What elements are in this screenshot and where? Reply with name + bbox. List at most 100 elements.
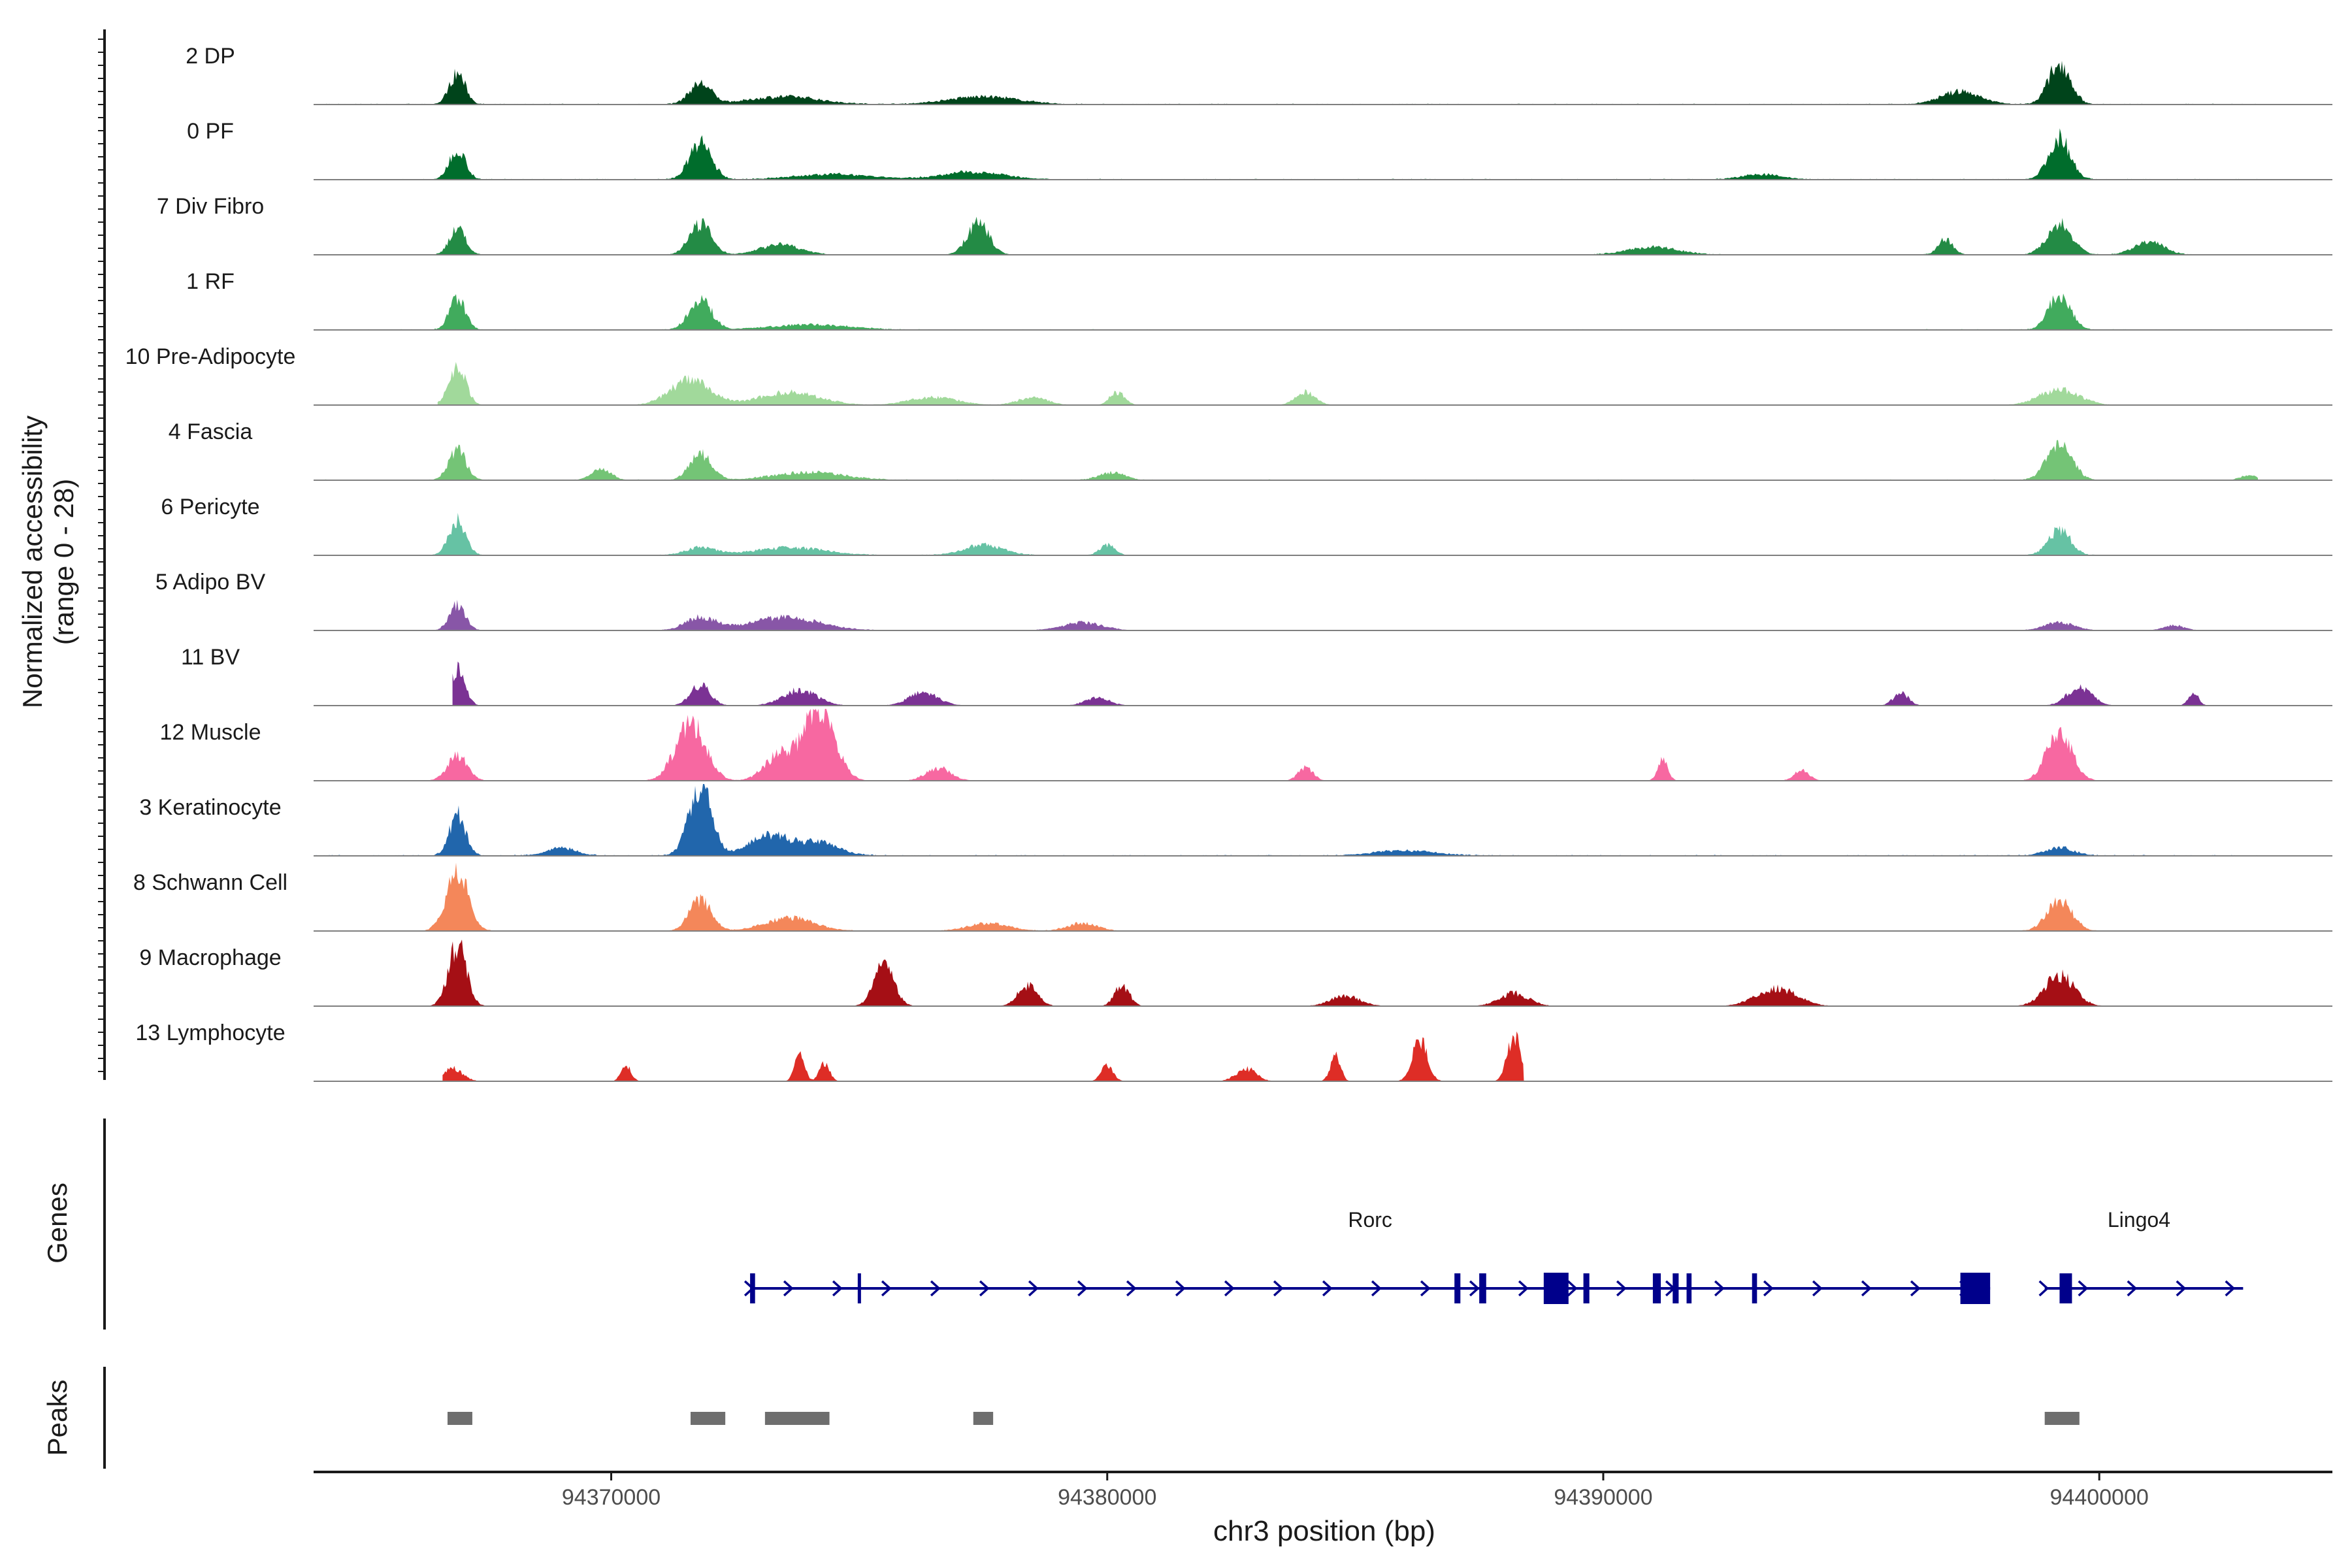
- strand-arrow: [1371, 1280, 1382, 1297]
- coverage-area: [314, 293, 2259, 330]
- coverage-area: [452, 661, 2248, 706]
- track-label: 4 Fascia: [169, 419, 253, 444]
- y-axis-range-label: (range 0 - 28): [48, 479, 79, 645]
- strand-arrow: [1763, 1280, 1774, 1297]
- track: 0 PF: [187, 119, 2332, 180]
- strand-arrow: [1028, 1280, 1039, 1297]
- gene-exon: [2059, 1273, 2072, 1303]
- strand-arrow: [1322, 1280, 1333, 1297]
- coverage-area: [314, 61, 2259, 105]
- track: 12 Muscle: [160, 709, 2332, 781]
- track-label: 10 Pre-Adipocyte: [125, 344, 296, 369]
- coverage-area: [437, 362, 2209, 405]
- track-label: 2 DP: [186, 44, 235, 69]
- gene-exon: [1686, 1273, 1692, 1303]
- track-label: 11 BV: [181, 645, 240, 670]
- strand-arrow: [1175, 1280, 1186, 1297]
- track-label: 13 Lymphocyte: [135, 1021, 285, 1045]
- accessibility-y-axis: [98, 29, 106, 1080]
- track: 7 Div Fibro: [157, 194, 2332, 255]
- gene-exon: [750, 1273, 755, 1303]
- peak-region: [2044, 1412, 2080, 1425]
- strand-arrow: [2127, 1280, 2138, 1297]
- strand-arrow: [1077, 1280, 1088, 1297]
- strand-arrow: [1812, 1280, 1823, 1297]
- gene-exon: [1673, 1273, 1679, 1303]
- track-label: 12 Muscle: [160, 720, 261, 745]
- track-label: 3 Keratinocyte: [139, 795, 281, 820]
- gene-annotation-track: Rorc Lingo4: [103, 1119, 2244, 1330]
- strand-arrow: [2225, 1280, 2236, 1297]
- strand-arrow: [1616, 1280, 1627, 1297]
- genomic-x-axis: 94370000 94380000 94390000 94400000: [314, 1471, 2332, 1510]
- strand-arrow: [930, 1280, 941, 1297]
- track-label: 9 Macrophage: [139, 945, 281, 970]
- gene-model: Lingo4: [2038, 1208, 2244, 1303]
- x-tick-label: 94390000: [1554, 1485, 1652, 1510]
- peak-regions-track: [103, 1367, 2080, 1469]
- coverage-area: [402, 216, 2259, 255]
- track: 4 Fascia: [169, 419, 2332, 481]
- peak-region: [973, 1412, 994, 1425]
- coverage-area: [314, 440, 2259, 480]
- coverage-area: [314, 784, 2259, 856]
- track: 5 Adipo BV: [155, 570, 2332, 631]
- strand-arrow: [881, 1280, 892, 1297]
- track: 3 Keratinocyte: [139, 784, 2332, 857]
- strand-arrow: [783, 1280, 794, 1297]
- coverage-area: [402, 128, 2259, 180]
- gene-exon: [1454, 1273, 1461, 1303]
- strand-arrow: [2038, 1280, 2050, 1297]
- track: 11 BV: [181, 645, 2332, 706]
- track-label: 6 Pericyte: [161, 495, 259, 519]
- gene-exon: [1583, 1273, 1590, 1303]
- track: 6 Pericyte: [161, 495, 2332, 556]
- track-label: 7 Div Fibro: [157, 194, 264, 219]
- peak-region: [691, 1412, 726, 1425]
- gene-exon: [1479, 1273, 1486, 1303]
- track-label: 1 RF: [186, 269, 235, 294]
- track-label: 0 PF: [187, 119, 234, 144]
- peak-region: [764, 1412, 830, 1425]
- track: 8 Schwann Cell: [133, 862, 2332, 932]
- track: 1 RF: [186, 269, 2332, 331]
- x-tick-label: 94380000: [1058, 1485, 1156, 1510]
- x-tick-label: 94370000: [562, 1485, 661, 1510]
- strand-arrow: [1273, 1280, 1284, 1297]
- strand-arrow: [1469, 1280, 1480, 1297]
- strand-arrow: [1567, 1280, 1578, 1297]
- strand-arrow: [1861, 1280, 1872, 1297]
- strand-arrow: [1126, 1280, 1137, 1297]
- track: 13 Lymphocyte: [135, 1021, 2332, 1082]
- coverage-area: [412, 600, 2259, 630]
- strand-arrow: [832, 1280, 843, 1297]
- gene-name-label: Rorc: [1348, 1208, 1392, 1232]
- peak-region: [447, 1412, 472, 1425]
- strand-arrow: [1518, 1280, 1529, 1297]
- strand-arrow: [2078, 1280, 2089, 1297]
- strand-arrow: [1714, 1280, 1725, 1297]
- gene-exon: [1752, 1273, 1757, 1303]
- track: 2 DP: [186, 44, 2332, 105]
- peaks-axis-label: Peaks: [42, 1380, 73, 1456]
- track: 10 Pre-Adipocyte: [125, 344, 2332, 406]
- accessibility-tracks: 2 DP 0 PF 7 Div Fibro 1 RF 10 Pre-Adipocyte 4…: [125, 44, 2332, 1082]
- x-axis-label: chr3 position (bp): [1213, 1515, 1435, 1547]
- gene-exon: [1543, 1273, 1569, 1304]
- coverage-area: [442, 1031, 1524, 1081]
- gene-model: Rorc: [743, 1208, 1991, 1304]
- gene-exon: [1960, 1273, 1991, 1304]
- strand-arrow: [1420, 1280, 1431, 1297]
- gene-name-label: Lingo4: [2108, 1208, 2170, 1232]
- coverage-area: [314, 862, 2259, 931]
- strand-arrow: [1910, 1280, 1921, 1297]
- x-tick-label: 94400000: [2050, 1485, 2149, 1510]
- gene-exon: [1652, 1273, 1661, 1303]
- coverage-area: [423, 939, 2209, 1006]
- y-axis-label: Normalized accessibility: [17, 416, 48, 708]
- track: 9 Macrophage: [139, 939, 2332, 1007]
- genes-axis-label: Genes: [42, 1183, 73, 1264]
- coverage-area: [402, 513, 2259, 555]
